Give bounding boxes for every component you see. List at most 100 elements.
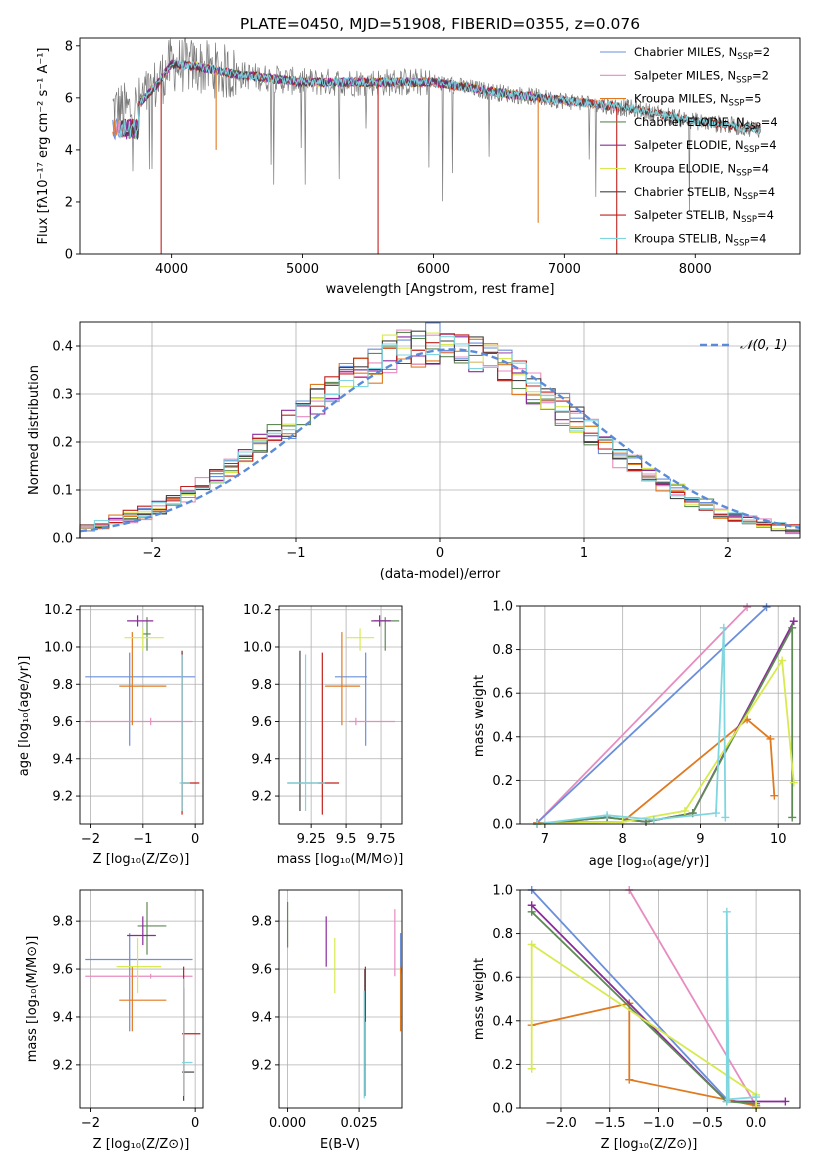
weight-age-xlabel: age [log₁₀(age/yr)] (589, 854, 710, 869)
age_vs_mass-ytick-label: 9.6 (251, 715, 272, 730)
mass_vs_Z-errorbars (85, 901, 201, 1101)
age_vs_Z-ytick-label: 9.8 (52, 678, 73, 693)
mass_vs_EBV-frame (278, 889, 403, 1109)
age-mass-xlabel: mass [log₁₀(M/M⊙)] (277, 852, 404, 867)
mass-vs-metallicity-panel: Z [log₁₀(Z/Z⊙)] mass [log₁₀(M/M⊙)] −2 0 9.… (25, 889, 204, 1152)
age_vs_mass-bg (279, 606, 402, 824)
spectrum-ytick-label: 4 (65, 143, 73, 158)
weight_vs_Z-ytick-label: 0.8 (492, 927, 513, 942)
weight-z-ylabel: mass weight (472, 958, 487, 1040)
weight-line-kroupa-stelib-marker (712, 809, 720, 818)
residuals-panel: 𝒩(0, 1) −2 −1 0 1 2 0.0 0.1 0.2 0.3 0.4 (data-mod… (27, 321, 801, 582)
mass_vs_EBV-ytick-label: 9.4 (251, 1010, 272, 1025)
weight_vs_Z-ytick-label: 0.6 (492, 971, 513, 986)
weight-line-kroupa-elodie-marker (527, 1064, 536, 1073)
residuals-ytick-label: 0.2 (52, 436, 73, 451)
spectrum-xtick-label: 4000 (155, 262, 188, 277)
weight-age-ylabel: mass weight (472, 675, 487, 757)
age_vs_Z-frame (79, 605, 204, 825)
mass_vs_Z-xtick-label: −2 (81, 1116, 100, 1131)
weight-line-kroupa-miles (531, 1002, 757, 1107)
weight_vs_Z-ticks: −2.0 −1.5 −1.0 −0.5 0.0 0.0 0.2 0.4 0.6 0.8 1.0 (492, 884, 801, 1131)
weight-vs-age-panel: age [log₁₀(age/yr)] mass weight 7 8 9 10 0.0… (472, 600, 801, 869)
weight-line-chabrier-elodie-marker (527, 907, 536, 916)
spectrum-panel: PLATE=0450, MJD=51908, FIBERID=0355, z=0… (36, 15, 801, 297)
weight_vs_age-xtick-label: 7 (541, 832, 549, 847)
weight-line-kroupa-elodie-marker (527, 940, 536, 949)
mass_vs_EBV-ytick-label: 9.8 (251, 915, 272, 930)
residuals-xtick-label: −2 (142, 546, 161, 561)
weight-line-chabrier-miles (536, 606, 768, 824)
weight_vs_age-ytick-label: 1.0 (492, 600, 513, 615)
weight-line-kroupa-elodie-marker (680, 806, 689, 815)
spectrum-xtick-label: 6000 (417, 262, 450, 277)
weight_vs_Z-xtick-label: −1.5 (594, 1116, 626, 1131)
weight-line-kroupa-miles-marker (625, 1075, 634, 1084)
age_vs_Z-ytick-label: 9.6 (52, 715, 73, 730)
weight-line-chabrier-miles-marker (762, 603, 771, 612)
weight-line-salpeter-miles-marker (743, 603, 752, 612)
weight_vs_age-xtick-label: 9 (696, 832, 704, 847)
mass_vs_Z-bg (80, 890, 203, 1108)
mass_vs_EBV-xtick-label: 0.000 (269, 1116, 306, 1131)
weight_vs_Z-xtick-label: −1.0 (643, 1116, 675, 1131)
age_vs_Z-ticks: −2 −1 0 9.2 9.4 9.6 9.8 10.0 10.2 (44, 603, 204, 847)
weight-line-kroupa-miles-marker (766, 734, 775, 743)
legend-entry-label: Kroupa ELODIE, NSSP=4 (634, 162, 769, 179)
age_vs_Z-errorbars (85, 615, 200, 815)
residuals-xtick-label: 2 (724, 546, 732, 561)
weight-line-kroupa-stelib (725, 911, 757, 1102)
weight_vs_Z-ytick-label: 0.2 (492, 1058, 513, 1073)
age_vs_Z-bg (80, 606, 203, 824)
legend-entry-label: Chabrier ELODIE, NSSP=4 (634, 115, 778, 132)
normal-legend-label: 𝒩(0, 1) (740, 338, 787, 353)
mass_vs_Z-ytick-label: 9.6 (52, 963, 73, 978)
legend-entry-label: Chabrier MILES, NSSP=2 (634, 45, 770, 62)
mass_vs_Z-ytick-label: 9.4 (52, 1010, 73, 1025)
weight_vs_Z-xtick-label: −2.0 (545, 1116, 577, 1131)
spectrum-model-kroupa-stelib (118, 59, 761, 140)
weight_vs_Z-ytick-label: 0.4 (492, 1014, 513, 1029)
age_vs_mass-ytick-label: 10.0 (243, 640, 272, 655)
weight-line-salpeter-miles (536, 606, 748, 824)
residuals-xtick-label: 1 (580, 546, 588, 561)
weight-line-kroupa-elodie-marker (789, 778, 798, 787)
mass-ebv-xlabel: E(B-V) (320, 1137, 360, 1152)
age-vs-mass-panel: mass [log₁₀(M/M⊙)] 9.25 9.5 9.759.29.49.69… (243, 603, 403, 867)
weight-line-kroupa-elodie (530, 942, 757, 1108)
age-z-xlabel: Z [log₁₀(Z/Z⊙)] (93, 852, 190, 867)
weight-line-kroupa-stelib-marker (722, 907, 731, 916)
age_vs_Z-xtick-label: −2 (81, 832, 100, 847)
age_vs_Z-ytick-label: 9.4 (52, 752, 73, 767)
weight-z-xlabel: Z [log₁₀(Z/Z⊙)] (601, 1137, 698, 1152)
weight-line-salpeter-elodie-marker (781, 1097, 790, 1106)
weight_vs_Z-xtick-label: 0.0 (746, 1116, 767, 1131)
weight_vs_age-ytick-label: 0.6 (492, 687, 513, 702)
residual-histograms (79, 322, 800, 538)
spectrum-model-salpeter-stelib (118, 60, 761, 137)
mass-z-ylabel: mass [log₁₀(M/M⊙)] (25, 936, 40, 1063)
mass_vs_EBV-xtick-label: 0.025 (340, 1116, 377, 1131)
mass-vs-extinction-panel: E(B-V) 0.000 0.025 9.2 9.4 9.6 9.8 (251, 889, 403, 1152)
spectrum-ytick-label: 8 (65, 39, 73, 54)
spectrum-ytick-label: 0 (65, 248, 73, 263)
mass_vs_EBV-bg (279, 890, 402, 1108)
weight-line-kroupa-stelib (536, 627, 727, 825)
weight_vs_age-frame (519, 605, 801, 825)
age_vs_Z-ytick-label: 10.0 (44, 640, 73, 655)
spectrum-series (112, 38, 762, 254)
weight-line-kroupa-stelib-marker (649, 815, 658, 824)
weight-line-chabrier-elodie-marker (788, 813, 797, 822)
age_vs_mass-ticks: 9.25 9.5 9.75 9.2 9.4 9.6 9.8 10.0 10.2 (243, 603, 403, 847)
weight_vs_Z-frame (519, 889, 801, 1109)
residuals-ytick-label: 0.1 (52, 484, 73, 499)
legend-entry-label: Kroupa MILES, NSSP=5 (634, 92, 761, 109)
mass_vs_Z-frame (79, 889, 204, 1109)
spectrum-xlabel: wavelength [Angstrom, rest frame] (326, 282, 555, 297)
age_vs_Z-ytick-label: 10.2 (44, 603, 73, 618)
weight-line-kroupa-miles-marker (770, 791, 779, 800)
spectrum-title: PLATE=0450, MJD=51908, FIBERID=0355, z=0… (240, 15, 640, 33)
weight-vs-metallicity-panel: Z [log₁₀(Z/Z⊙)] mass weight −2.0 −1.5 −1.0… (472, 884, 801, 1152)
age-z-ylabel: age [log₁₀(age/yr)] (17, 656, 32, 777)
weight_vs_Z-xtick-label: −0.5 (692, 1116, 724, 1131)
